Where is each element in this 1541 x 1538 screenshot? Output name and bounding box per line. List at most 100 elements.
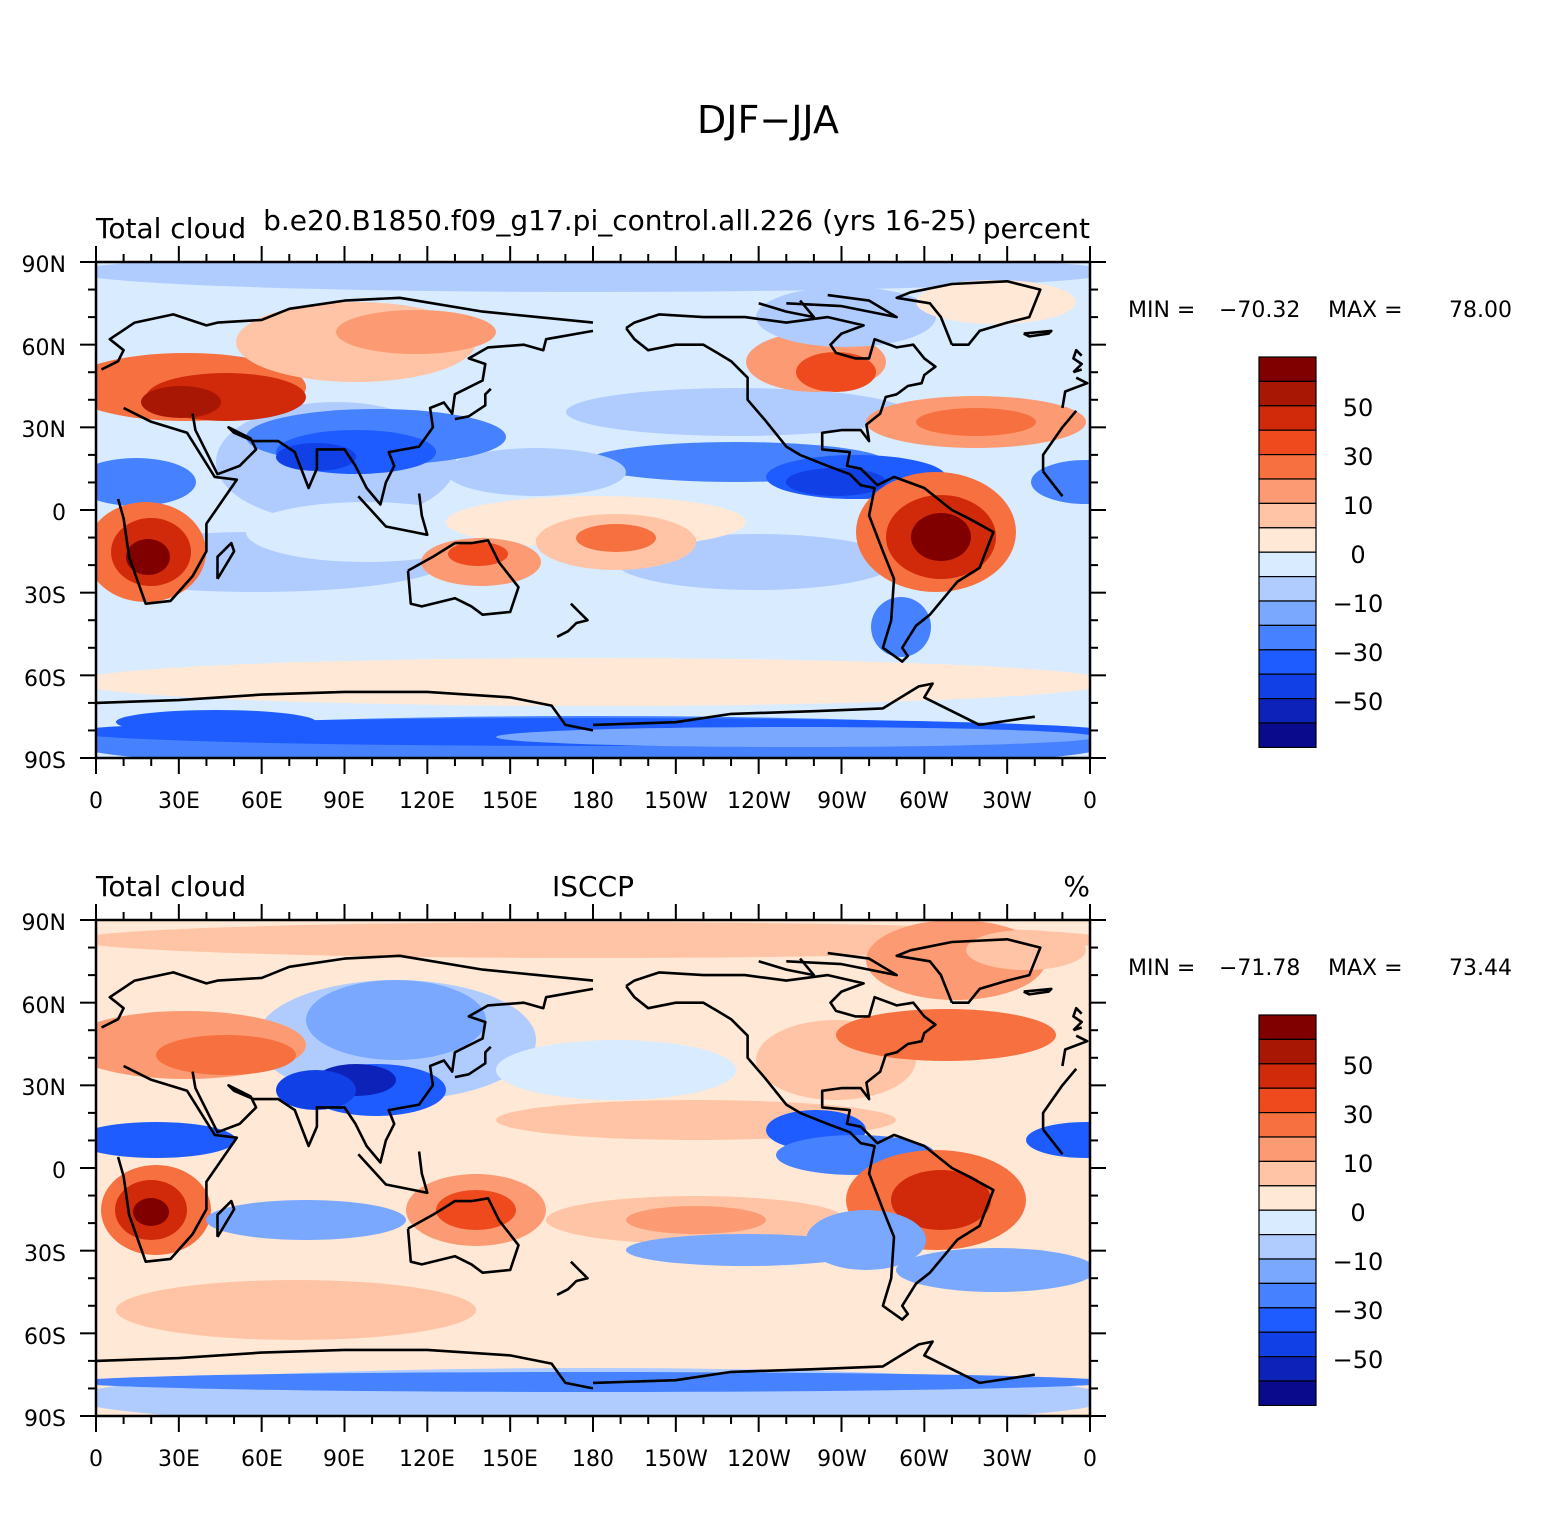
contour-region [116,1280,476,1340]
colorbar-label: 10 [1343,492,1374,520]
contour-region [96,1122,236,1158]
coastline [357,493,429,537]
panel-1-lon-label: 180 [572,789,614,814]
colorbar-box [1258,1087,1317,1114]
panel-1-ticks [80,246,1106,774]
colorbar-box [1258,624,1317,651]
colorbar-box [1258,1307,1317,1333]
coastline [406,539,520,616]
contour-region [496,727,1090,747]
colorbar-box [1258,1282,1317,1309]
colorbar-label: −10 [1333,590,1384,618]
panel-1-field [96,262,1090,758]
map-panel-1: Total cloud b.e20.B1850.f09_g17.pi_contr… [22,204,1512,814]
coastline [1023,329,1053,338]
contour-region [246,502,486,562]
panel-1-lat-label: 30S [24,584,66,609]
coastline [216,541,236,580]
colorbar-box [1258,1331,1317,1358]
colorbar-label: 0 [1350,1199,1365,1227]
panel-1-lon-label: 90E [323,789,365,814]
coastline [625,313,995,663]
contour-region [836,1009,1056,1061]
contour-region [786,468,886,496]
colorbar-box [1258,405,1317,431]
contour-region [446,448,626,496]
contour-region [96,458,196,506]
panel-2-lat-label: 0 [52,1159,66,1184]
panel-1-lon-label: 60E [241,789,283,814]
panel-2-lon-label: 30W [982,1447,1032,1472]
coastline [191,329,594,506]
panel-1-colorbar: 50 30 10 0 −10 −30 −50 [1258,356,1384,748]
panel-1-min-label: MIN = [1128,298,1195,323]
colorbar-label: 30 [1343,443,1374,471]
panel-1-contours [96,262,1090,758]
panel-2-lon-labels: 0 30E 60E 90E 120E 150E 180 150W 120W 90… [89,1447,1097,1472]
contour-region [911,513,971,561]
panel-1-min-value: −70.32 [1219,298,1300,323]
colorbar-box [1258,673,1317,700]
colorbar-box [1258,697,1317,724]
panel-2-lat-label: 60N [22,994,66,1019]
panel-1-lon-label: 150W [644,789,708,814]
panel-2-lon-label: 60E [241,1447,283,1472]
panel-2-lat-label: 30N [22,1076,66,1101]
panel-1-lon-label: 0 [1083,789,1097,814]
panel-1-lat-label: 0 [52,501,66,526]
panel-1-lat-label: 90N [22,253,66,278]
coastline [100,954,1089,1067]
contour-region [276,1070,356,1110]
panel-1-lon-label: 120W [727,789,791,814]
panel-2-stats: MIN = −71.78 MAX = 73.44 [1128,956,1512,981]
colorbar-label: 0 [1350,541,1365,569]
coastline [895,938,1042,1004]
coastline [96,1340,1035,1390]
panel-1-stats: MIN = −70.32 MAX = 78.00 [1128,298,1512,323]
panel-2-lon-label: 150W [644,1447,708,1472]
colorbar-label: 50 [1343,394,1374,422]
panel-1-max-value: 78.00 [1449,298,1512,323]
contour-region [756,287,936,347]
panel-1-max-label: MAX = [1328,298,1403,323]
coastline [758,299,816,319]
colorbar-box [1258,527,1317,553]
colorbar-box [1258,1136,1317,1162]
contour-region [116,710,316,734]
panel-2-lon-label: 0 [89,1447,103,1472]
colorbar-box [1258,502,1317,529]
colorbar-label: −50 [1333,688,1384,716]
coastline [786,293,898,319]
panel-1-lat-label: 30N [22,418,66,443]
contour-region [1031,460,1090,504]
coastline [556,602,589,638]
contour-region [626,1206,766,1234]
panel-2-lon-label: 0 [1083,1447,1097,1472]
panel-2-lon-label: 120E [399,1447,455,1472]
colorbar-box [1258,1014,1317,1040]
colorbar-label: 10 [1343,1150,1374,1178]
coastline [758,957,816,977]
panel-2-max-value: 73.44 [1449,956,1512,981]
panel-1-center-title: b.e20.B1850.f09_g17.pi_control.all.226 (… [263,204,977,237]
coastline [216,1199,236,1238]
colorbar-box [1258,1209,1317,1236]
panel-2-contours [96,920,1090,1416]
contour-region [141,386,221,418]
coastline [625,971,995,1321]
panel-2-field [96,920,1090,1416]
panel-2-lon-label: 60W [899,1447,949,1472]
contour-region [206,1200,406,1240]
panel-1-lon-label: 60W [899,789,949,814]
contour-region [891,1170,991,1230]
panel-2-lat-label: 90N [22,911,66,936]
coastline [100,296,1089,409]
colorbar-label: −10 [1333,1248,1384,1276]
colorbar-box [1258,1063,1317,1089]
colorbar-box [1258,380,1317,407]
panel-1-lon-label: 0 [89,789,103,814]
contour-region [133,1198,169,1226]
coastline [895,280,1042,346]
colorbar-label: −30 [1333,1297,1384,1325]
colorbar-box [1258,1160,1317,1187]
